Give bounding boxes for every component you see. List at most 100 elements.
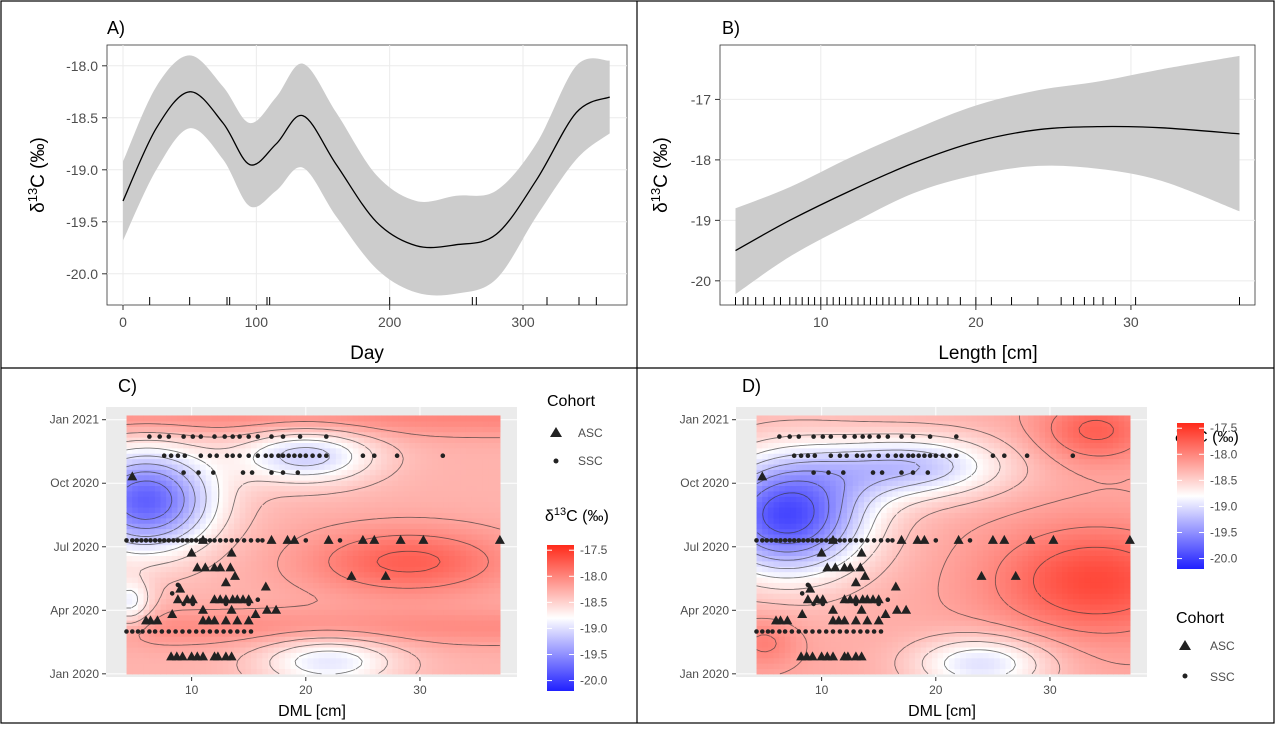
heat-cell [1085,636,1091,642]
ssc-point [304,453,309,458]
heat-cell [353,550,359,556]
heat-cell [932,609,938,615]
heat-cell [132,485,138,491]
heat-cell [279,668,285,674]
heat-cell [370,496,376,502]
heat-cell [330,448,336,454]
heat-cell [364,620,370,626]
heat-cell [1107,631,1113,637]
ssc-point [189,538,194,543]
heat-cell [1113,642,1119,648]
heat-cell [785,550,791,556]
heat-cell [489,421,495,427]
heat-cell [206,550,212,556]
heat-cell [483,615,489,621]
heat-cell [796,604,802,610]
heat-cell [409,437,415,443]
heat-cell [132,426,138,432]
y-tick-label: -18.5 [66,110,98,126]
heat-cell [177,615,183,621]
ssc-point [292,453,297,458]
heat-cell [1090,588,1096,594]
heat-cell [274,636,280,642]
heat-cell [1124,642,1130,648]
heat-cell [938,620,944,626]
heat-cell [949,663,955,669]
heat-cell [257,604,263,610]
heat-cell [966,555,972,561]
heat-cell [375,507,381,513]
heat-cell [472,442,478,448]
heat-cell [330,588,336,594]
heat-cell [166,555,172,561]
heat-cell [971,658,977,664]
heat-cell [172,620,178,626]
heat-cell [494,459,500,465]
heat-cell [494,577,500,583]
heat-cell [983,652,989,658]
heat-cell [432,480,438,486]
heat-cell [432,609,438,615]
heat-cell [836,604,842,610]
heat-cell [330,582,336,588]
heat-cell [285,529,291,535]
heat-cell [240,464,246,470]
heat-cell [988,555,994,561]
heat-cell [960,658,966,664]
heat-cell [494,485,500,491]
heat-cell [994,631,1000,637]
heat-cell [477,415,483,421]
heat-cell [206,480,212,486]
heat-cell [325,631,331,637]
heat-cell [853,663,859,669]
heat-cell [977,642,983,648]
heat-cell [353,502,359,508]
heat-cell [268,415,274,421]
heat-cell [325,668,331,674]
heat-cell [988,625,994,631]
heat-cell [757,615,763,621]
heat-cell [138,507,144,513]
heat-cell [1005,647,1011,653]
heat-cell [1011,566,1017,572]
heat-cell [364,496,370,502]
heat-cell [432,523,438,529]
heat-cell [1124,582,1130,588]
heat-cell [1073,663,1079,669]
heat-cell [949,620,955,626]
heat-cell [138,426,144,432]
heat-cell [409,668,415,674]
ssc-point [237,434,242,439]
heat-cell [308,448,314,454]
heat-cell [415,593,421,599]
heat-cell [296,502,302,508]
heat-cell [200,496,206,502]
heat-cell [443,512,449,518]
heat-cell [774,658,780,664]
heat-cell [1073,615,1079,621]
heat-cell [443,485,449,491]
heat-cell [472,421,478,427]
heat-cell [421,442,427,448]
heat-cell [308,572,314,578]
heat-cell [443,577,449,583]
heat-cell [155,459,161,465]
heat-cell [285,437,291,443]
heat-cell [489,647,495,653]
heat-cell [887,642,893,648]
ssc-point [211,470,216,475]
heat-cell [336,507,342,513]
heat-cell [455,448,461,454]
heat-cell [489,668,495,674]
heat-cell [347,663,353,669]
heat-cell [160,566,166,572]
heat-cell [1022,582,1028,588]
heat-cell [938,663,944,669]
heat-cell [443,652,449,658]
panel-c-cohort-legend: Cohort ASC SSC [547,393,603,468]
heat-cell [375,469,381,475]
heat-cell [779,647,785,653]
heat-cell [1119,588,1125,594]
heat-cell [449,529,455,535]
